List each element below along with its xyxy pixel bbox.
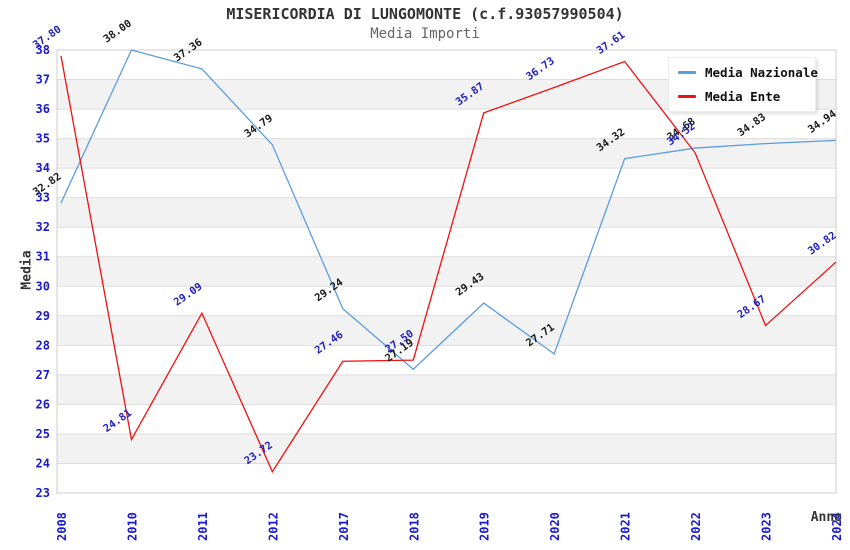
y-tick-label: 31 bbox=[36, 250, 50, 264]
y-tick-label: 30 bbox=[36, 279, 50, 293]
x-axis-title: Anno bbox=[810, 510, 842, 525]
point-label-media-nazionale: 38.00 bbox=[101, 17, 134, 45]
media-ente-line-swatch bbox=[678, 95, 696, 98]
y-tick-label: 33 bbox=[36, 191, 50, 205]
y-tick-label: 35 bbox=[36, 132, 50, 146]
x-tick-label: 2011 bbox=[196, 512, 210, 541]
y-tick-label: 29 bbox=[36, 309, 50, 323]
point-label-media-ente: 24.81 bbox=[101, 407, 134, 435]
grid-band bbox=[57, 197, 836, 228]
y-tick-label: 28 bbox=[36, 338, 50, 352]
y-axis-title: Media bbox=[19, 250, 35, 290]
point-label-media-nazionale: 34.79 bbox=[242, 112, 275, 140]
legend-label-media-ente: Media Ente bbox=[705, 89, 781, 104]
legend-item-media-ente: Media Ente bbox=[678, 89, 806, 104]
y-tick-label: 37 bbox=[36, 73, 50, 87]
y-tick-label: 27 bbox=[36, 368, 50, 382]
x-tick-label: 2020 bbox=[548, 512, 562, 541]
y-tick-label: 34 bbox=[36, 161, 50, 175]
point-label-media-nazionale: 34.94 bbox=[806, 108, 839, 136]
legend-item-media-nazionale: Media Nazionale bbox=[678, 65, 818, 80]
x-tick-label: 2017 bbox=[337, 512, 351, 541]
chart-title: MISERICORDIA DI LUNGOMONTE (c.f.93057990… bbox=[226, 5, 624, 23]
legend: Media Nazionale Media Ente bbox=[668, 57, 818, 112]
series-line-media-nazionale bbox=[60, 49, 837, 371]
x-tick-label: 2022 bbox=[689, 512, 703, 541]
media-nazionale-line-swatch bbox=[678, 71, 696, 74]
y-tick-label: 36 bbox=[36, 102, 50, 116]
grid-band bbox=[57, 315, 836, 346]
x-tick-label: 2010 bbox=[125, 512, 139, 541]
x-tick-label: 2012 bbox=[266, 512, 280, 541]
point-label-media-ente: 30.82 bbox=[806, 230, 839, 258]
point-label-media-ente: 37.61 bbox=[594, 29, 627, 57]
x-tick-label: 2021 bbox=[619, 512, 633, 541]
series-line-media-ente bbox=[60, 55, 837, 474]
y-tick-label: 38 bbox=[36, 43, 50, 57]
y-tick-label: 26 bbox=[36, 397, 50, 411]
chart-subtitle: Media Importi bbox=[370, 26, 480, 42]
x-tick-label: 2024 bbox=[830, 512, 844, 541]
x-tick-label: 2019 bbox=[478, 512, 492, 541]
y-tick-label: 24 bbox=[36, 456, 50, 470]
x-tick-label: 2008 bbox=[55, 512, 69, 541]
plot-border bbox=[56, 49, 837, 494]
grid-band bbox=[57, 138, 836, 169]
legend-label-media-nazionale: Media Nazionale bbox=[705, 65, 818, 80]
x-tick-label: 2018 bbox=[407, 512, 421, 541]
y-tick-label: 32 bbox=[36, 220, 50, 234]
grid-band bbox=[57, 256, 836, 287]
grid-band bbox=[57, 433, 836, 464]
y-tick-label: 23 bbox=[36, 486, 50, 500]
grid-band bbox=[57, 374, 836, 405]
x-tick-label: 2023 bbox=[760, 512, 774, 541]
point-label-media-ente: 36.73 bbox=[524, 55, 557, 83]
point-label-media-nazionale: 34.83 bbox=[735, 111, 768, 139]
y-tick-label: 25 bbox=[36, 427, 50, 441]
